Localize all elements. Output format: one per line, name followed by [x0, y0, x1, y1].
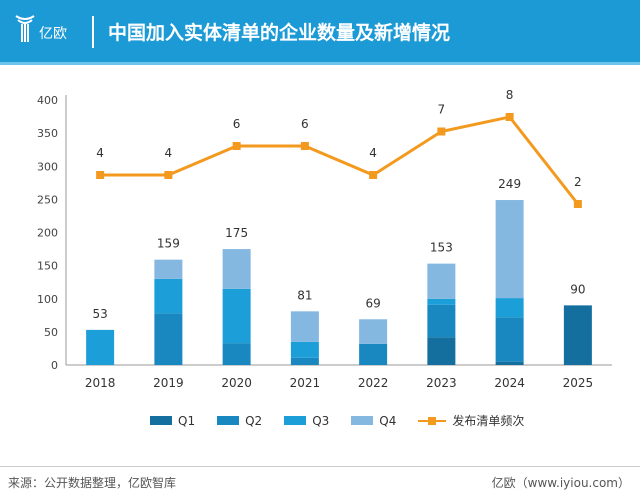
x-tick-label: 2022 — [358, 376, 389, 390]
legend-swatch — [150, 416, 172, 425]
bar-q3-2024 — [495, 298, 524, 318]
bar-q3-2021 — [290, 341, 319, 358]
bar-total-label: 153 — [430, 241, 453, 255]
yiou-logo-icon — [15, 15, 35, 42]
x-tick-label: 2021 — [290, 376, 321, 390]
legend-label: Q1 — [178, 413, 196, 428]
frequency-marker — [505, 113, 514, 121]
logo-text: 亿欧 — [39, 26, 67, 42]
legend-label: 发布清单频次 — [452, 414, 525, 428]
bar-q4-2021 — [290, 311, 319, 342]
x-tick-label: 2023 — [426, 376, 457, 390]
bar-q1-2025 — [563, 305, 592, 365]
frequency-marker — [573, 200, 582, 208]
frequency-label: 4 — [369, 146, 377, 160]
x-tick-label: 2018 — [85, 376, 116, 390]
frequency-label: 4 — [96, 146, 104, 160]
frequency-marker — [369, 171, 378, 179]
bar-q4-2019 — [154, 259, 183, 279]
bar-total-label: 69 — [365, 296, 380, 310]
header-underline — [0, 62, 640, 65]
source-note: 来源：公开数据整理，亿欧智库 — [8, 476, 177, 490]
frequency-marker — [300, 142, 309, 150]
legend-q1: Q1 — [150, 414, 195, 428]
frequency-label: 8 — [506, 88, 514, 102]
bar-q4-2020 — [222, 249, 251, 289]
y-tick-label: 150 — [37, 260, 58, 273]
bar-q4-2022 — [359, 319, 388, 344]
y-tick-label: 350 — [37, 127, 58, 140]
y-tick-label: 250 — [37, 193, 58, 206]
bar-q1-2023 — [427, 337, 456, 365]
legend-swatch — [284, 416, 307, 425]
frequency-label: 6 — [233, 117, 241, 131]
page-title: 中国加入实体清单的企业数量及新增情况 — [108, 22, 451, 44]
frequency-marker — [232, 142, 241, 150]
bar-q2-2022 — [359, 343, 388, 365]
frequency-label: 2 — [574, 175, 582, 189]
bar-q3-2023 — [427, 298, 456, 305]
bar-q3-2018 — [86, 329, 115, 365]
bar-q3-2019 — [154, 278, 183, 314]
header-divider — [92, 16, 94, 48]
bar-total-label: 53 — [92, 307, 107, 321]
bar-q4-2024 — [495, 200, 524, 299]
bar-total-label: 81 — [297, 288, 312, 302]
yiou-logo: 亿欧 — [14, 14, 67, 44]
legend: Q1 Q2 Q3 Q4 发布清单频次 — [150, 412, 524, 429]
bar-q1-2024 — [495, 361, 524, 365]
legend-q2: Q2 — [217, 414, 262, 428]
site-credit: 亿欧（www.iyiou.com） — [491, 476, 630, 490]
frequency-label: 6 — [301, 117, 309, 131]
bar-total-label: 249 — [498, 177, 521, 191]
legend-line-swatch — [418, 416, 447, 425]
legend-q4: Q4 — [351, 414, 396, 428]
frequency-marker — [164, 171, 173, 179]
frequency-label: 7 — [438, 103, 446, 117]
legend-label: Q2 — [245, 413, 263, 428]
bar-q2-2023 — [427, 304, 456, 338]
y-tick-label: 100 — [37, 293, 58, 306]
bar-q3-2020 — [222, 288, 251, 344]
bar-q4-2023 — [427, 263, 456, 299]
y-tick-label: 200 — [37, 227, 58, 240]
x-tick-label: 2025 — [563, 376, 594, 390]
bar-total-label: 90 — [570, 282, 585, 296]
frequency-line — [100, 115, 580, 205]
chart: 0 50 100 150 200 250 300 350 400 53 2018 159 2019 175… — [37, 88, 612, 390]
bar-q2-2019 — [154, 313, 183, 365]
x-tick-label: 2020 — [221, 376, 252, 390]
y-tick-label: 400 — [37, 94, 58, 107]
bar-total-label: 159 — [157, 237, 180, 251]
legend-line: 发布清单频次 — [418, 412, 524, 429]
header-banner: 亿欧 中国加入实体清单的企业数量及新增情况 — [0, 0, 640, 62]
bar-total-label: 175 — [225, 226, 248, 240]
frequency-label: 4 — [165, 146, 173, 160]
bar-q2-2024 — [495, 317, 524, 362]
x-tick-label: 2024 — [494, 376, 525, 390]
bar-q2-2020 — [222, 343, 251, 365]
x-tick-label: 2019 — [153, 376, 184, 390]
legend-label: Q4 — [379, 413, 397, 428]
frequency-marker — [437, 127, 446, 136]
legend-label: Q3 — [312, 413, 330, 428]
y-tick-label: 300 — [37, 160, 58, 173]
frequency-marker — [96, 171, 105, 179]
legend-swatch — [217, 416, 240, 425]
legend-q3: Q3 — [284, 414, 329, 428]
bar-q2-2021 — [290, 357, 319, 365]
y-tick-label: 50 — [44, 326, 58, 339]
legend-swatch — [351, 416, 374, 425]
y-tick-label: 0 — [51, 359, 58, 372]
footer-divider — [0, 466, 640, 467]
